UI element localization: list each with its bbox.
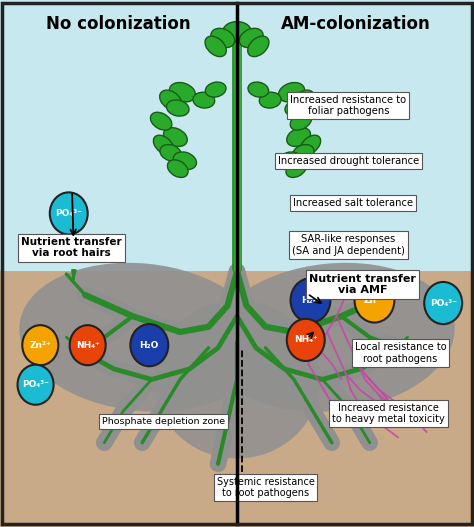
Text: Phosphate depletion zone: Phosphate depletion zone <box>102 417 225 426</box>
FancyBboxPatch shape <box>0 0 474 271</box>
Ellipse shape <box>193 92 215 108</box>
Ellipse shape <box>209 263 455 412</box>
Text: Increased resistance to
foliar pathogens: Increased resistance to foliar pathogens <box>291 95 406 116</box>
Text: PO₄³⁻: PO₄³⁻ <box>55 209 82 218</box>
Ellipse shape <box>277 152 301 170</box>
Ellipse shape <box>167 160 188 178</box>
Circle shape <box>424 282 462 324</box>
Circle shape <box>22 325 58 365</box>
Text: PO₄³⁻: PO₄³⁻ <box>22 380 49 389</box>
Ellipse shape <box>286 160 307 178</box>
Ellipse shape <box>211 28 235 47</box>
Circle shape <box>50 192 88 235</box>
Text: Increased resistance
to heavy metal toxicity: Increased resistance to heavy metal toxi… <box>332 403 445 424</box>
Ellipse shape <box>160 90 182 110</box>
Ellipse shape <box>160 144 182 161</box>
Text: Nutrient transfer
via root hairs: Nutrient transfer via root hairs <box>21 237 121 258</box>
Ellipse shape <box>164 128 187 147</box>
Ellipse shape <box>292 144 314 161</box>
Ellipse shape <box>166 100 189 116</box>
Text: NH₄⁺: NH₄⁺ <box>76 340 100 350</box>
Text: Zn²⁺: Zn²⁺ <box>29 340 51 350</box>
Ellipse shape <box>170 83 195 102</box>
Ellipse shape <box>248 36 269 56</box>
Text: PO₄³⁻: PO₄³⁻ <box>430 298 456 308</box>
Text: Zn²⁺: Zn²⁺ <box>364 296 385 305</box>
Text: Increased salt tolerance: Increased salt tolerance <box>293 198 413 208</box>
Ellipse shape <box>150 112 172 130</box>
Ellipse shape <box>223 22 251 42</box>
Text: Increased drought tolerance: Increased drought tolerance <box>278 156 419 165</box>
Text: SAR-like responses
(SA and JA dependent): SAR-like responses (SA and JA dependent) <box>292 235 405 256</box>
Ellipse shape <box>290 112 312 130</box>
Circle shape <box>18 365 54 405</box>
Ellipse shape <box>287 128 310 147</box>
Circle shape <box>130 324 168 366</box>
Ellipse shape <box>279 83 304 102</box>
Ellipse shape <box>205 82 226 97</box>
Ellipse shape <box>154 135 173 154</box>
Ellipse shape <box>248 82 269 97</box>
Ellipse shape <box>19 263 265 412</box>
Ellipse shape <box>205 36 226 56</box>
Ellipse shape <box>292 90 314 110</box>
Text: AM-colonization: AM-colonization <box>281 15 430 33</box>
Ellipse shape <box>259 92 281 108</box>
Text: Local resistance to
root pathogens: Local resistance to root pathogens <box>355 343 447 364</box>
FancyBboxPatch shape <box>0 271 474 527</box>
Ellipse shape <box>154 300 320 458</box>
Text: Nutrient transfer
via AMF: Nutrient transfer via AMF <box>309 274 416 295</box>
Text: Systemic resistance
to root pathogens: Systemic resistance to root pathogens <box>217 477 314 498</box>
Text: No colonization: No colonization <box>46 15 191 33</box>
Circle shape <box>287 319 325 361</box>
Circle shape <box>70 325 106 365</box>
Circle shape <box>355 278 394 323</box>
Text: H₂O: H₂O <box>140 340 159 350</box>
Circle shape <box>291 278 330 323</box>
Text: NH₄⁺: NH₄⁺ <box>294 335 318 345</box>
Ellipse shape <box>285 100 308 116</box>
Ellipse shape <box>301 135 320 154</box>
Ellipse shape <box>173 152 197 170</box>
Ellipse shape <box>239 28 263 47</box>
Text: H₂O: H₂O <box>301 296 320 305</box>
